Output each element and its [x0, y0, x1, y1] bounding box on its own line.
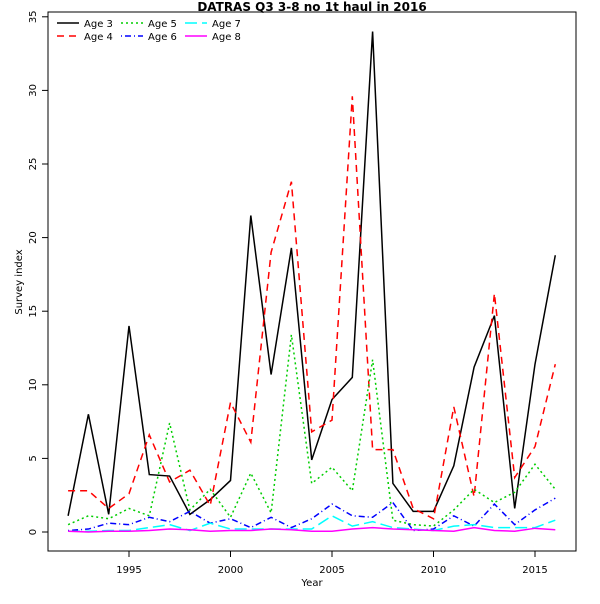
legend-label: Age 3 [84, 19, 113, 30]
legend-label: Age 5 [148, 19, 177, 30]
series-line-age-4 [68, 96, 557, 520]
legend-label: Age 8 [212, 32, 241, 43]
chart-title: DATRAS Q3 3-8 no 1t haul in 2016 [197, 0, 426, 14]
series-line-age-7 [68, 514, 556, 533]
x-tick-label: 2005 [319, 565, 344, 576]
y-tick-label: 0 [28, 529, 39, 535]
series-line-age-3 [67, 31, 557, 516]
x-tick-label: 2010 [421, 565, 446, 576]
plot-frame [47, 11, 577, 552]
series-line-age-8 [68, 526, 556, 533]
x-axis-label: Year [300, 578, 323, 589]
y-tick-label: 15 [28, 305, 39, 318]
x-tick-label: 1995 [116, 565, 141, 576]
y-tick-label: 10 [28, 378, 39, 391]
y-tick-label: 30 [28, 84, 39, 97]
x-tick-label: 2000 [218, 565, 243, 576]
y-tick-label: 5 [28, 455, 39, 461]
y-tick-label: 20 [28, 231, 39, 244]
legend-label: Age 6 [148, 32, 177, 43]
y-tick-label: 35 [28, 10, 39, 23]
y-tick-label: 25 [28, 158, 39, 171]
y-axis-label: Survey index [14, 249, 25, 314]
x-tick-label: 2015 [522, 565, 547, 576]
series-line-age-6 [68, 497, 556, 532]
legend-label: Age 4 [84, 32, 113, 43]
legend-label: Age 7 [212, 19, 241, 30]
